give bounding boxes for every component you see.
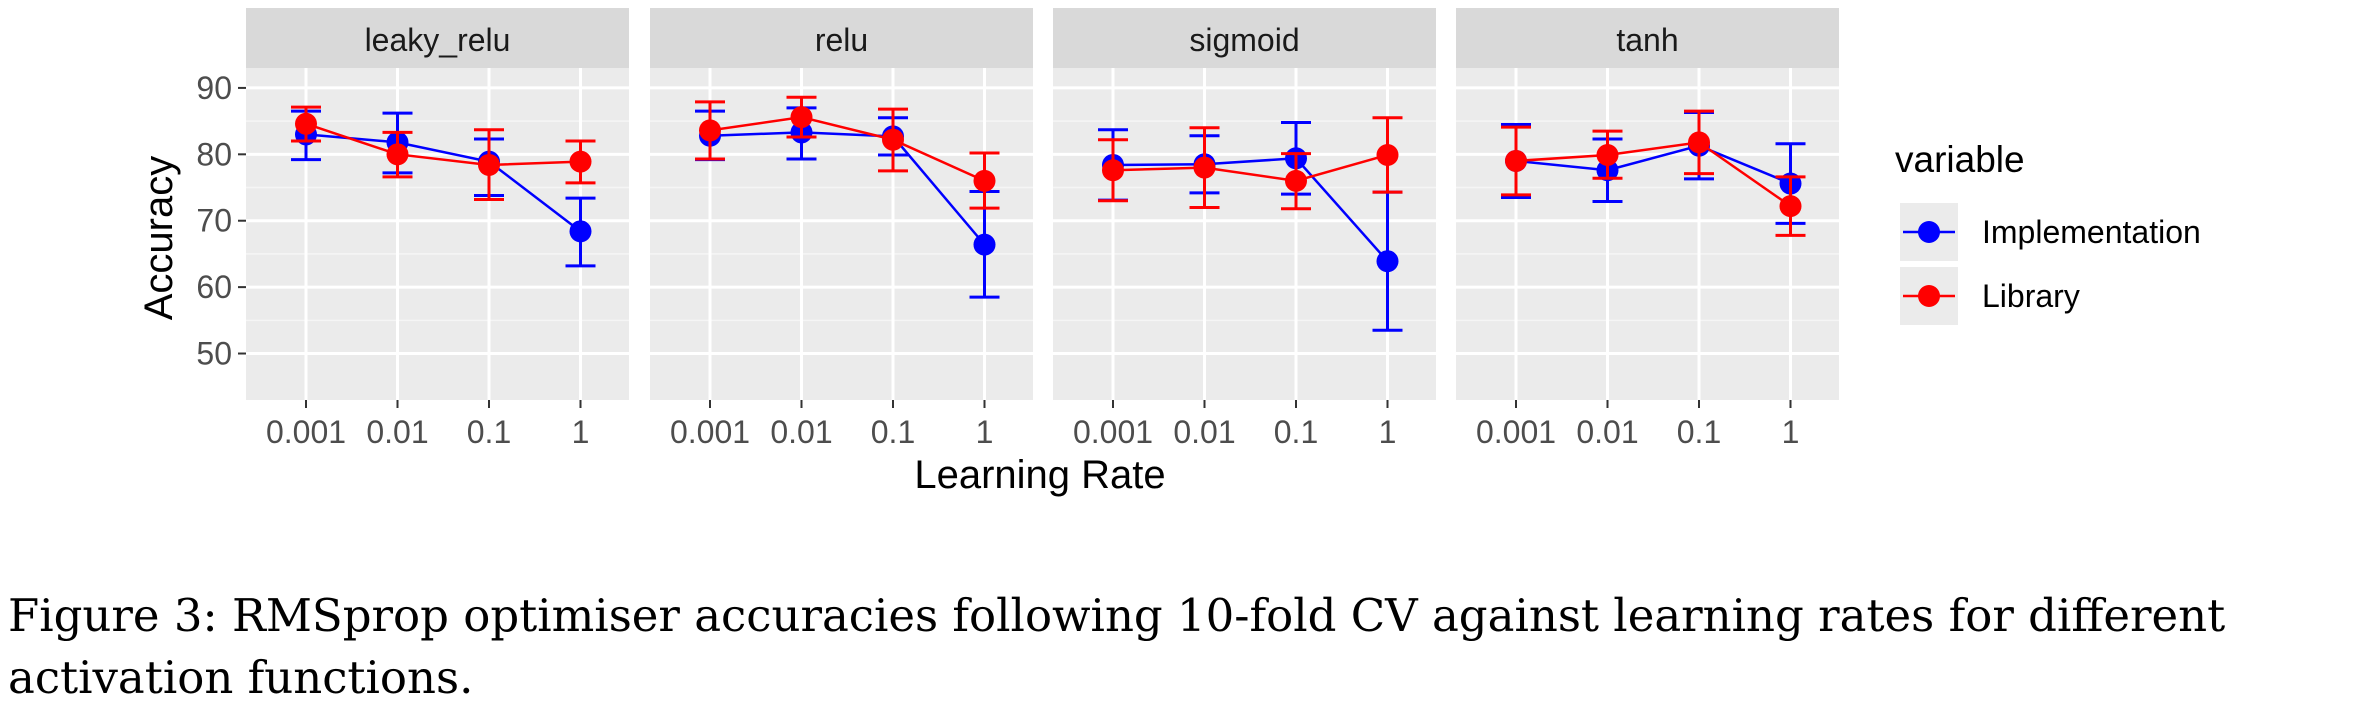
series-line	[1112, 153, 1388, 183]
facet-panels: leaky_relu 0.001 0.01 0.1 1 relu 0.001 0.01 0.1 1…	[246, 8, 1839, 450]
facet-strip	[246, 8, 629, 68]
series-library-leaky_relu	[291, 105, 596, 201]
data-point	[973, 169, 996, 192]
axis-titles: Learning Rate Accuracy	[137, 156, 1166, 497]
y-tick-label: 50	[196, 336, 232, 372]
series-library-sigmoid	[1098, 116, 1403, 211]
facet-strip-label: sigmoid	[1189, 22, 1299, 58]
legend-label: Implementation	[1982, 214, 2201, 250]
x-tick-label: 0.001	[1476, 414, 1556, 450]
y-axis: 50 60 70 80 90	[196, 70, 246, 372]
facet-panel-tanh: tanh 0.001 0.01 0.1 1	[1456, 8, 1839, 450]
data-point	[1376, 250, 1399, 273]
legend-item-implementation: Implementation	[1900, 203, 2201, 261]
x-tick-label: 0.01	[1173, 414, 1235, 450]
series-line	[1112, 157, 1389, 263]
series-line	[1515, 141, 1792, 208]
panel-background	[1053, 68, 1436, 400]
series-line	[709, 131, 986, 246]
series-line	[305, 122, 581, 167]
data-point	[1779, 195, 1802, 218]
data-point	[295, 112, 317, 135]
legend: variable Implementation Library	[1895, 139, 2201, 325]
x-tick-label: 0.001	[1073, 414, 1153, 450]
facet-strip	[1053, 8, 1436, 68]
x-tick-label: 0.001	[670, 414, 750, 450]
x-tick-label: 0.01	[366, 414, 428, 450]
data-point	[973, 233, 996, 256]
x-tick-label: 0.01	[1576, 414, 1638, 450]
x-tick-label: 1	[572, 414, 590, 450]
data-point	[1285, 169, 1307, 192]
data-point	[699, 119, 721, 142]
series-line	[709, 115, 986, 183]
x-tick-label: 0.1	[1677, 414, 1721, 450]
data-point	[1193, 156, 1216, 179]
facet-panel-leaky_relu: leaky_relu 0.001 0.01 0.1 1	[246, 8, 629, 450]
legend-item-library: Library	[1900, 267, 2080, 325]
x-tick-label: 0.1	[871, 414, 915, 450]
facet-strip-label: tanh	[1616, 22, 1678, 58]
data-point	[1102, 159, 1124, 182]
x-tick-label: 1	[1782, 414, 1800, 450]
data-point	[1376, 143, 1399, 166]
facet-panel-sigmoid: sigmoid 0.001 0.01 0.1 1	[1053, 8, 1436, 450]
data-point	[569, 220, 592, 243]
series-library-relu	[695, 95, 1000, 210]
y-axis-title: Accuracy	[137, 156, 181, 321]
series-library-tanh	[1501, 109, 1806, 237]
x-tick-label: 0.1	[467, 414, 511, 450]
facet-panel-relu: relu 0.001 0.01 0.1 1	[650, 8, 1033, 450]
data-point	[478, 153, 500, 176]
x-axis-title: Learning Rate	[914, 453, 1165, 497]
x-tick-label: 1	[1379, 414, 1397, 450]
y-tick-label: 80	[196, 136, 232, 172]
x-tick-label: 0.1	[1274, 414, 1318, 450]
x-tick-label: 0.01	[770, 414, 832, 450]
series-line	[1515, 144, 1791, 185]
data-point	[1688, 131, 1710, 154]
y-tick-label: 60	[196, 269, 232, 305]
facet-strip-label: leaky_relu	[365, 22, 511, 58]
facet-strip	[1456, 8, 1839, 68]
facet-strip-label: relu	[815, 22, 868, 58]
facet-strip	[650, 8, 1033, 68]
data-point	[386, 143, 409, 166]
data-point	[569, 150, 592, 173]
data-point	[790, 106, 813, 129]
legend-label: Library	[1982, 278, 2080, 314]
y-tick-label: 70	[196, 203, 232, 239]
figure-caption: Figure 3: RMSprop optimiser accuracies f…	[8, 589, 2226, 704]
legend-title: variable	[1895, 139, 2025, 180]
data-point	[882, 128, 904, 151]
data-point	[1596, 143, 1619, 166]
x-tick-label: 0.001	[266, 414, 346, 450]
data-point	[1505, 149, 1527, 172]
legend-key-point	[1918, 221, 1940, 243]
legend-key-point	[1918, 285, 1940, 307]
y-tick-label: 90	[196, 70, 232, 106]
x-tick-label: 1	[976, 414, 994, 450]
